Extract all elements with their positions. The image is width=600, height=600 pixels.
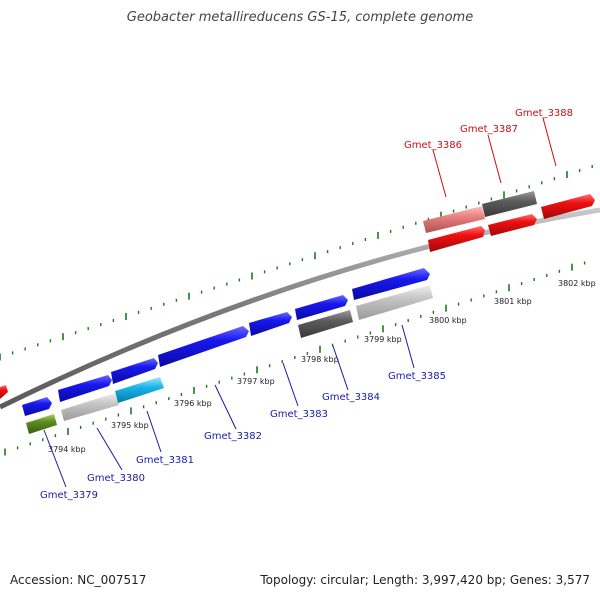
scale-label: 3794 kbp xyxy=(48,445,86,454)
gene-label-gmet-3382[interactable]: Gmet_3382 xyxy=(204,431,262,442)
gene-label-gmet-3380[interactable]: Gmet_3380 xyxy=(87,473,145,484)
gene-bar-gmet-3379[interactable] xyxy=(26,414,57,434)
map-title: Geobacter metallireducens GS-15, complet… xyxy=(126,10,474,25)
gene-label-gmet-3385[interactable]: Gmet_3385 xyxy=(388,371,446,382)
leader-line xyxy=(96,427,123,471)
scale-labels: 3794 kbp 3795 kbp 3796 kbp 3797 kbp 3798… xyxy=(48,279,596,454)
scale-label: 3802 kbp xyxy=(558,279,596,288)
leader-line xyxy=(432,149,447,198)
gene-bar-gmet-3384[interactable] xyxy=(298,310,353,338)
gene-arrow-reverse[interactable] xyxy=(0,385,8,399)
leader-line xyxy=(146,410,162,453)
gene-arrow[interactable] xyxy=(352,268,430,300)
gene-label-gmet-3387[interactable]: Gmet_3387 xyxy=(460,124,518,135)
gene-label-gmet-3388[interactable]: Gmet_3388 xyxy=(515,108,573,119)
right-gene-cluster xyxy=(0,191,595,399)
gene-bar-gmet-3387[interactable] xyxy=(482,191,537,217)
gene-label-gmet-3381[interactable]: Gmet_3381 xyxy=(136,455,194,466)
gene-arrow[interactable] xyxy=(249,312,292,336)
gene-arrow-reverse[interactable] xyxy=(488,214,537,236)
gene-label-gmet-3384[interactable]: Gmet_3384 xyxy=(322,392,380,403)
gene-bar-gmet-3380[interactable] xyxy=(61,393,119,421)
leader-line xyxy=(487,134,502,184)
accession-label: Accession: NC_007517 xyxy=(10,573,147,587)
leader-line xyxy=(214,384,237,430)
gene-bar-gmet-3381[interactable] xyxy=(115,377,164,403)
scale-label: 3797 kbp xyxy=(237,377,275,386)
genome-stats-label: Topology: circular; Length: 3,997,420 bp… xyxy=(260,573,590,587)
gene-label-gmet-3379[interactable]: Gmet_3379 xyxy=(40,490,98,501)
scale-label: 3800 kbp xyxy=(429,316,467,325)
scale-label: 3801 kbp xyxy=(494,297,532,306)
gene-arrow[interactable] xyxy=(58,375,112,402)
label-leader-lines xyxy=(43,117,557,488)
gene-arrow[interactable] xyxy=(158,326,249,367)
scale-label: 3795 kbp xyxy=(111,421,149,430)
forward-strand-genes xyxy=(22,268,430,416)
gene-arrow[interactable] xyxy=(111,358,158,384)
scale-label: 3798 kbp xyxy=(301,355,339,364)
leader-line xyxy=(282,362,299,407)
leader-line xyxy=(542,117,557,167)
upper-tick-track xyxy=(0,165,593,361)
gene-bar-gmet-3386[interactable] xyxy=(423,206,485,233)
gene-label-gmet-3383[interactable]: Gmet_3383 xyxy=(270,409,328,420)
scale-label: 3796 kbp xyxy=(174,399,212,408)
gene-labels: Gmet_3379 Gmet_3380 Gmet_3381 Gmet_3382 … xyxy=(40,108,573,501)
gene-arrow-reverse[interactable] xyxy=(541,194,595,219)
lower-tick-track xyxy=(4,261,586,456)
leader-line xyxy=(401,324,415,369)
gene-arrow[interactable] xyxy=(295,295,348,320)
gene-arrow-reverse[interactable] xyxy=(428,226,485,252)
leader-line xyxy=(332,345,349,391)
reverse-strand-genes xyxy=(26,285,433,434)
leader-line xyxy=(43,429,67,488)
gene-bar-gmet-3385[interactable] xyxy=(356,285,433,320)
gene-arrow[interactable] xyxy=(22,397,52,416)
gene-label-gmet-3386[interactable]: Gmet_3386 xyxy=(404,140,462,151)
scale-label: 3799 kbp xyxy=(364,335,402,344)
